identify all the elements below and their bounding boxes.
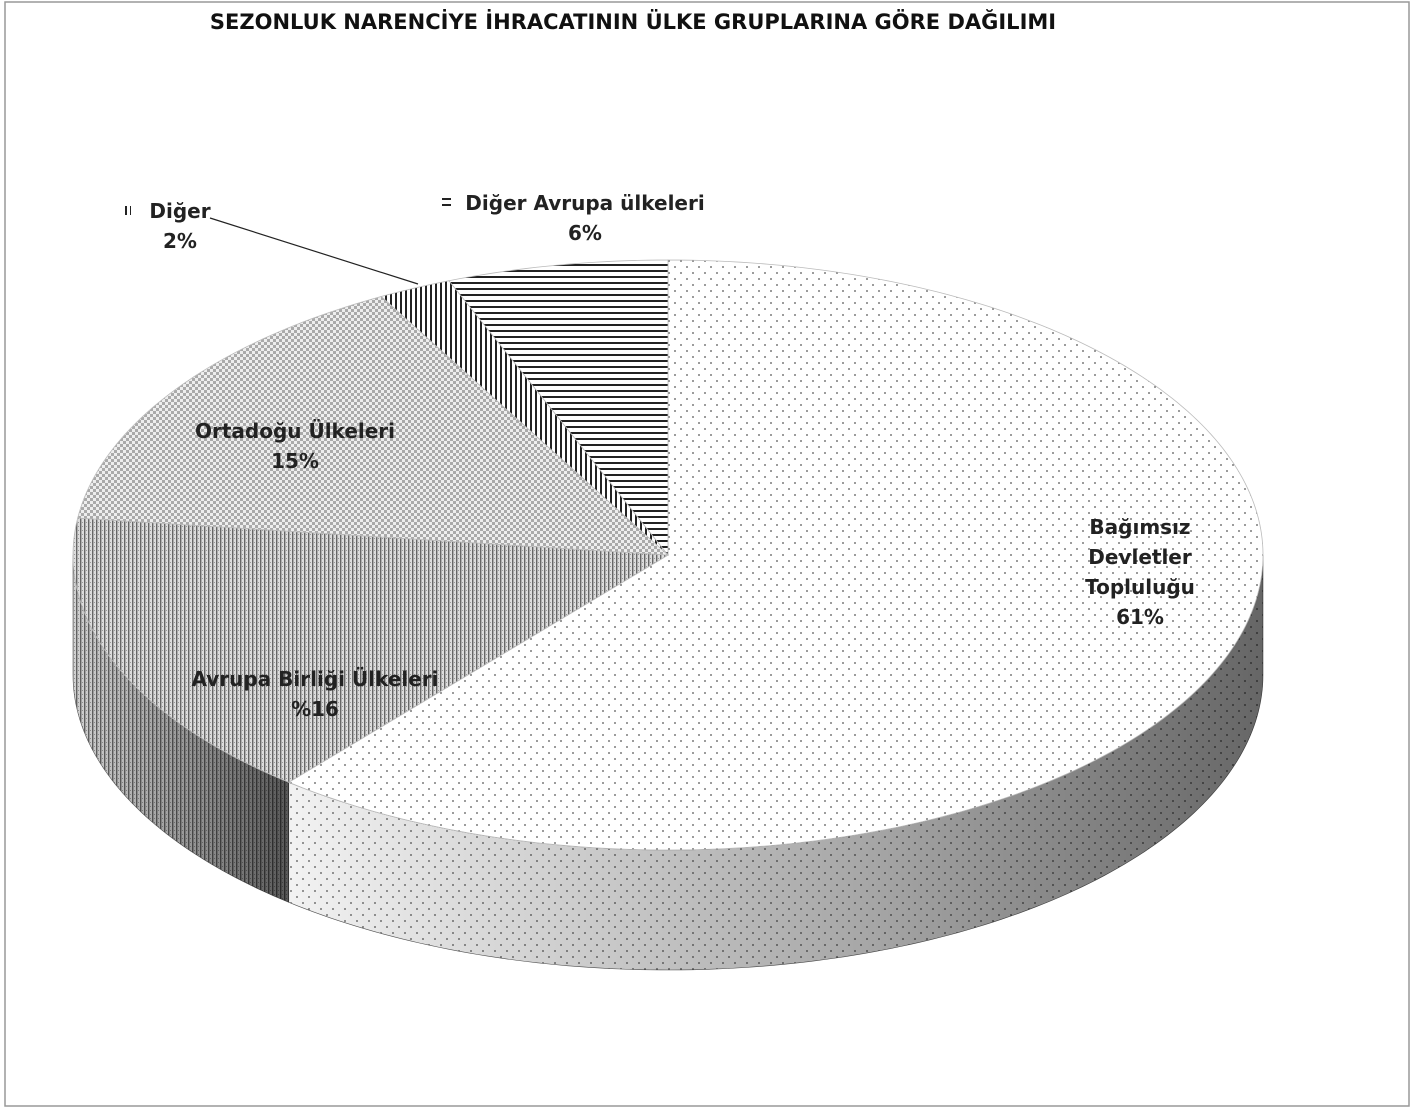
data-label: Diğer 2%	[120, 196, 240, 256]
legend-key	[122, 206, 131, 215]
slice	[72, 517, 670, 783]
slice	[380, 280, 669, 556]
chart-title: SEZONLUK NARENCİYE İHRACATININ ÜLKE GRUP…	[209, 10, 1057, 34]
value-label: 61%	[1116, 605, 1164, 629]
value-label: 15%	[271, 449, 319, 473]
category-label: Diğer	[149, 199, 211, 223]
data-label: Diğer Avrupa ülkeleri 6%	[440, 188, 730, 248]
slice	[448, 259, 669, 557]
value-label: %16	[291, 697, 339, 721]
value-label: 2%	[163, 229, 197, 253]
value-label: 6%	[568, 221, 602, 245]
data-label: Avrupa Birliği Ülkeleri %16	[180, 664, 450, 724]
category-label: Bağımsız Devletler Topluluğu	[1085, 515, 1195, 599]
data-label: Ortadoğu Ülkeleri 15%	[180, 416, 410, 476]
frame	[4, 1, 1410, 1107]
data-label: Bağımsız Devletler Topluluğu 61%	[1040, 512, 1240, 632]
tops	[72, 259, 1264, 851]
legend-key	[182, 426, 191, 435]
category-label: Diğer Avrupa ülkeleri	[465, 191, 705, 215]
leader-line	[209, 217, 419, 285]
category-label: Avrupa Birliği Ülkeleri	[191, 667, 439, 691]
slice-side-shade	[73, 555, 289, 903]
slice	[77, 296, 670, 556]
legend-key	[442, 198, 451, 207]
slice-side-shade	[288, 555, 1263, 970]
legend-key	[182, 674, 191, 683]
slice	[287, 259, 1264, 851]
category-label: Ortadoğu Ülkeleri	[194, 419, 396, 443]
